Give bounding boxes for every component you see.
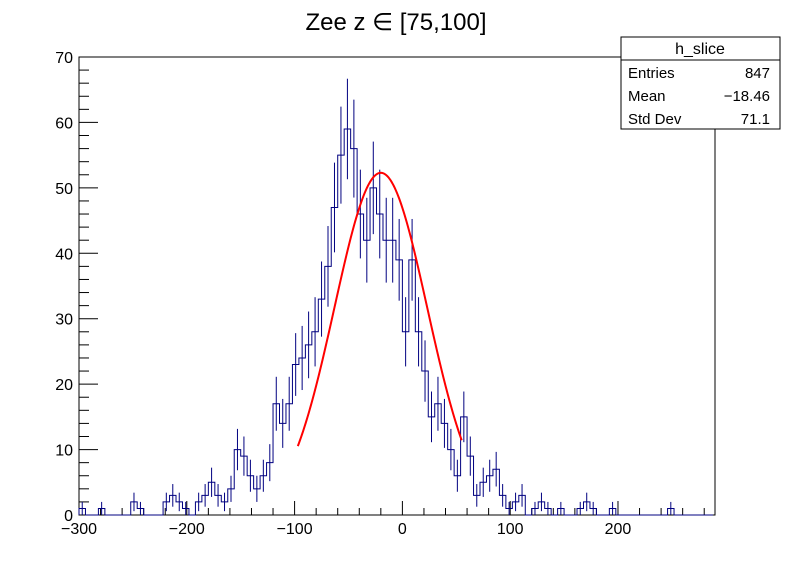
plot-frame — [78, 56, 716, 516]
x-tick-label: 200 — [605, 521, 632, 538]
stats-box-frame — [620, 36, 781, 130]
histogram-outline — [78, 128, 713, 516]
gaussian-fit-curve — [296, 171, 463, 447]
stats-stddev-value: 71.1 — [741, 111, 770, 128]
chart-title: Zee z ∈ [75,100] — [305, 9, 486, 36]
y-tick-label: 70 — [55, 50, 73, 67]
y-tick-label: 30 — [55, 312, 73, 329]
tick-labels: −300 −200 −100 0 100 200 0 10 20 30 40 50 60 70 — [55, 50, 631, 538]
y-tick-label: 50 — [55, 181, 73, 198]
stats-stddev-label: Std Dev — [628, 111, 682, 128]
stats-mean-value: −18.46 — [724, 88, 770, 105]
stats-entries-label: Entries — [628, 65, 675, 82]
stats-mean-label: Mean — [628, 88, 666, 105]
y-tick-label: 40 — [55, 246, 73, 263]
y-tick-label: 10 — [55, 443, 73, 460]
x-tick-label: −200 — [169, 521, 205, 538]
stats-entries-value: 847 — [745, 65, 770, 82]
stats-box-title: h_slice — [675, 41, 725, 58]
x-tick-label: −100 — [277, 521, 313, 538]
x-tick-label: 100 — [497, 521, 524, 538]
y-tick-label: 0 — [64, 508, 73, 525]
y-tick-label: 20 — [55, 377, 73, 394]
x-tick-label: −300 — [61, 521, 97, 538]
x-tick-label: 0 — [398, 521, 407, 538]
stats-box: h_slice Entries 847 Mean −18.46 Std Dev … — [620, 36, 781, 130]
y-tick-label: 60 — [55, 115, 73, 132]
